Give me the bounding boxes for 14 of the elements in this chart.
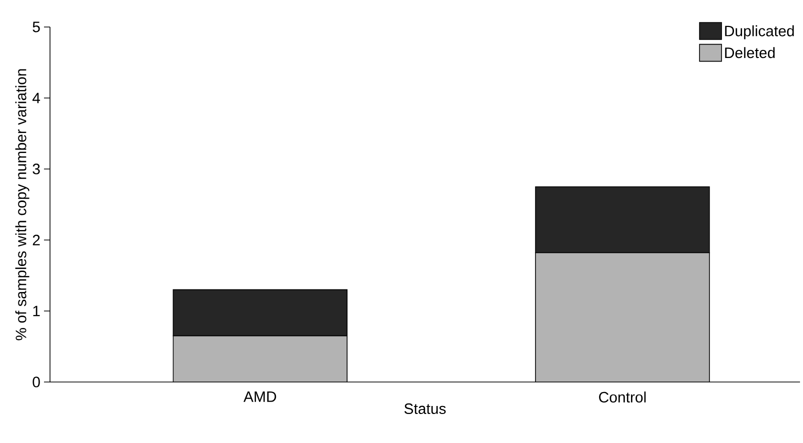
y-tick-label: 4 (32, 92, 40, 104)
legend-label: Duplicated (725, 25, 794, 40)
bar (173, 336, 348, 382)
x-tick-label: Control (599, 392, 646, 403)
y-tick-label: 1 (33, 306, 40, 316)
legend-label: Deleted (725, 47, 775, 58)
y-tick-label: 3 (32, 164, 40, 174)
x-axis-title: Status (404, 403, 446, 414)
y-tick-label: 2 (32, 234, 40, 246)
y-tick-label: 0 (32, 376, 40, 388)
x-tick-label: AMD (244, 392, 276, 402)
y-tick-label: 5 (32, 22, 40, 32)
y-axis-title: % of samples with copy number variation (15, 69, 30, 340)
bar (535, 252, 710, 382)
